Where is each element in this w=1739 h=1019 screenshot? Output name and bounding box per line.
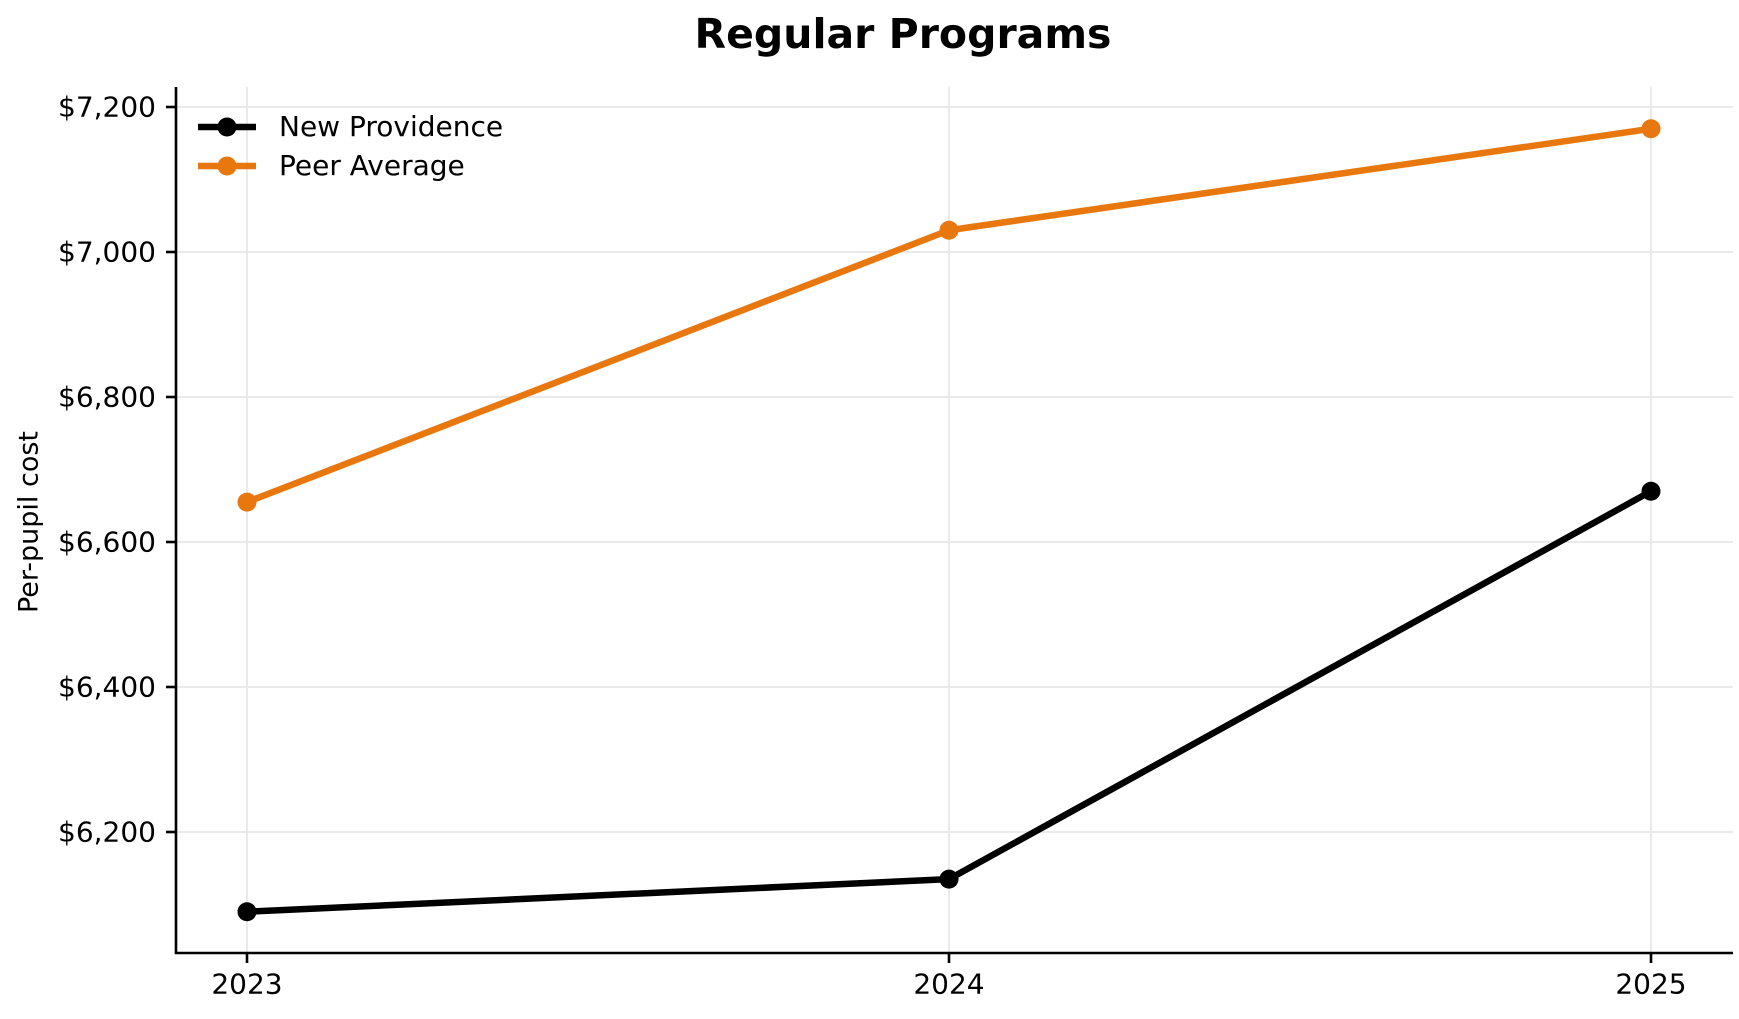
x-tick-label: 2025: [1615, 968, 1686, 1001]
y-tick-label: $6,800: [58, 381, 156, 414]
legend: New Providence Peer Average: [196, 107, 503, 185]
chart-title: Regular Programs: [694, 10, 1112, 58]
legend-marker-icon: [198, 156, 256, 175]
data-point-marker: [1641, 481, 1661, 501]
data-point-marker: [939, 869, 959, 889]
legend-label: Peer Average: [279, 149, 465, 182]
y-tick-label: $6,200: [58, 816, 156, 849]
x-tick-label: 2024: [913, 968, 984, 1001]
data-point-marker: [237, 902, 257, 922]
legend-item: Peer Average: [196, 146, 503, 185]
legend-label: New Providence: [279, 110, 504, 143]
data-point-marker: [237, 492, 257, 512]
y-tick-label: $6,600: [58, 526, 156, 559]
data-point-marker: [939, 220, 959, 240]
x-tick-label: 2023: [211, 968, 282, 1001]
y-tick-label: $7,000: [58, 236, 156, 269]
legend-marker-icon: [198, 117, 256, 136]
legend-item: New Providence: [196, 107, 503, 146]
data-point-marker: [1641, 119, 1661, 139]
y-tick-label: $6,400: [58, 671, 156, 704]
y-tick-label: $7,200: [58, 91, 156, 124]
